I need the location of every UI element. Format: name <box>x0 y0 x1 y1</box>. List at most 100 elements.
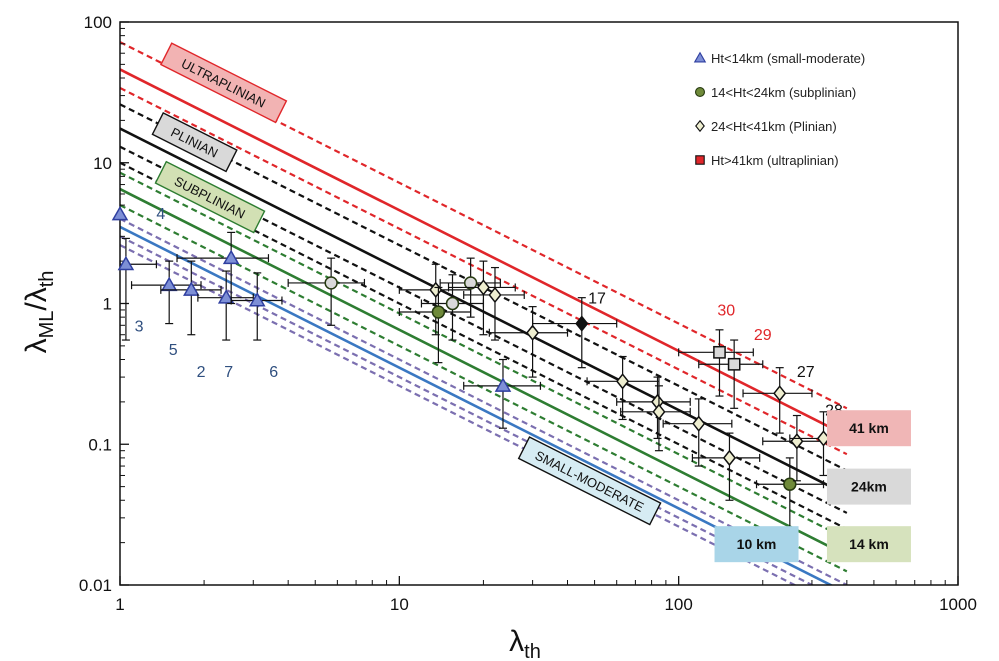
point-marker-triangle <box>494 377 512 392</box>
legend-marker-square <box>695 155 705 165</box>
point-marker-square <box>727 357 741 371</box>
data-point-7 <box>287 257 366 326</box>
data-point-23 <box>698 339 764 409</box>
data-point-14 <box>463 358 542 429</box>
data-point-10 <box>420 274 485 341</box>
regime-label-text: SMALL-MODERATE <box>533 448 647 515</box>
data-points <box>111 205 854 530</box>
point-label-8: 29 <box>754 327 772 344</box>
height-label-text: 24km <box>851 479 887 495</box>
point-marker-triangle <box>183 281 200 296</box>
height-label-text: 14 km <box>849 536 889 552</box>
trend-line-13 <box>120 244 798 585</box>
data-point-1 <box>117 237 158 341</box>
trend-line-10 <box>120 217 848 585</box>
data-point-21 <box>678 329 754 397</box>
point-marker-triangle <box>117 255 135 271</box>
point-marker-diamond <box>616 373 630 390</box>
point-label-7: 30 <box>717 303 735 320</box>
data-point-15 <box>488 306 569 378</box>
y-axis-label-sub2: th <box>36 271 58 288</box>
point-label-1: 3 <box>135 319 144 336</box>
data-point-22 <box>691 432 761 501</box>
data-point-19 <box>620 385 691 452</box>
point-marker-diamond <box>652 403 666 421</box>
point-marker-diamond <box>692 415 706 432</box>
regime-label-box <box>517 436 662 526</box>
x-tick-label-3: 1000 <box>939 595 977 614</box>
trend-line-8 <box>120 187 848 557</box>
regime-label-box <box>154 160 266 234</box>
legend-label-3: Ht>41km (ultraplinian) <box>711 153 839 168</box>
height-label-2: 14 km <box>826 526 911 563</box>
height-label-box <box>826 410 911 447</box>
point-marker-circle <box>463 276 478 290</box>
regime-label-2: SUBPLINIAN <box>154 160 266 234</box>
regime-label-text: ULTRAPLINIAN <box>179 56 268 111</box>
regime-label-box <box>151 111 238 173</box>
point-label-3: 2 <box>197 364 206 381</box>
x-tick-label-1: 10 <box>390 595 409 614</box>
trend-line-1 <box>120 68 848 437</box>
point-label-2: 5 <box>169 342 178 359</box>
data-point-6 <box>230 272 283 341</box>
height-label-box <box>826 468 911 505</box>
x-tick-label-0: 1 <box>115 595 124 614</box>
data-point-0 <box>111 205 129 221</box>
y-tick-label-4: 100 <box>84 13 112 32</box>
data-point-5 <box>176 231 270 305</box>
y-axis-label-base1: λ <box>20 338 53 353</box>
regime-labels: ULTRAPLINIANPLINIANSUBPLINIANSMALL-MODER… <box>151 42 662 526</box>
height-label-box <box>826 526 911 563</box>
point-marker-triangle <box>160 276 178 292</box>
height-label-text: 41 km <box>849 420 889 436</box>
point-marker-triangle <box>111 205 129 221</box>
point-marker-circle <box>324 276 338 290</box>
data-point-25 <box>755 457 825 530</box>
x-tick-label-2: 100 <box>664 595 692 614</box>
data-point-26 <box>762 414 828 482</box>
legend: Ht<14km (small-moderate) 14<Ht<24km (subp… <box>693 51 865 168</box>
point-labels: 4352761730292728 <box>135 206 843 420</box>
y-tick-label-2: 1 <box>103 295 112 314</box>
point-marker-triangle <box>222 249 240 265</box>
regime-label-box <box>159 42 288 124</box>
trend-line-3 <box>120 103 848 472</box>
x-axis-label-sub: th <box>524 641 541 661</box>
point-marker-triangle <box>217 289 235 304</box>
y-tick-label-0: 0.01 <box>79 576 112 595</box>
trend-line-7 <box>120 171 848 540</box>
x-axis-label: λth <box>509 625 541 661</box>
legend-marker-circle <box>694 86 706 98</box>
legend-item-2: 24<Ht<41km (Plinian) <box>695 119 837 134</box>
y-ticks: 0.01 0.1 1 10 100 <box>79 13 129 595</box>
height-label-text: 10 km <box>737 536 777 552</box>
point-marker-diamond <box>773 385 787 402</box>
data-point-18 <box>616 376 691 440</box>
point-marker-circle <box>431 305 446 319</box>
data-point-3 <box>160 260 222 336</box>
point-marker-triangle <box>248 292 266 307</box>
regime-label-0: ULTRAPLINIAN <box>159 42 288 124</box>
x-axis-label-base: λ <box>509 625 524 658</box>
legend-label-0: Ht<14km (small-moderate) <box>711 51 865 66</box>
data-point-16 <box>532 297 618 369</box>
data-point-24 <box>742 367 813 434</box>
trend-line-9 <box>120 204 848 573</box>
height-label-3: 10 km <box>714 526 799 563</box>
legend-label-2: 24<Ht<41km (Plinian) <box>711 119 837 134</box>
height-label-0: 41 km <box>826 410 911 447</box>
y-axis-label-sep: / <box>20 302 53 311</box>
data-point-17 <box>586 355 660 421</box>
legend-marker-triangle <box>693 51 707 63</box>
legend-label-1: 14<Ht<24km (subplinian) <box>711 85 856 100</box>
point-marker-circle <box>445 296 460 311</box>
height-label-box <box>714 526 799 563</box>
y-tick-label-3: 10 <box>93 154 112 173</box>
height-labels: 41 km 24km 14 km 10 km <box>714 410 911 563</box>
point-marker-diamond <box>526 324 540 341</box>
point-label-9: 27 <box>797 364 815 381</box>
y-tick-label-1: 0.1 <box>88 435 112 454</box>
point-marker-diamond <box>575 315 589 332</box>
legend-item-0: Ht<14km (small-moderate) <box>693 51 865 66</box>
